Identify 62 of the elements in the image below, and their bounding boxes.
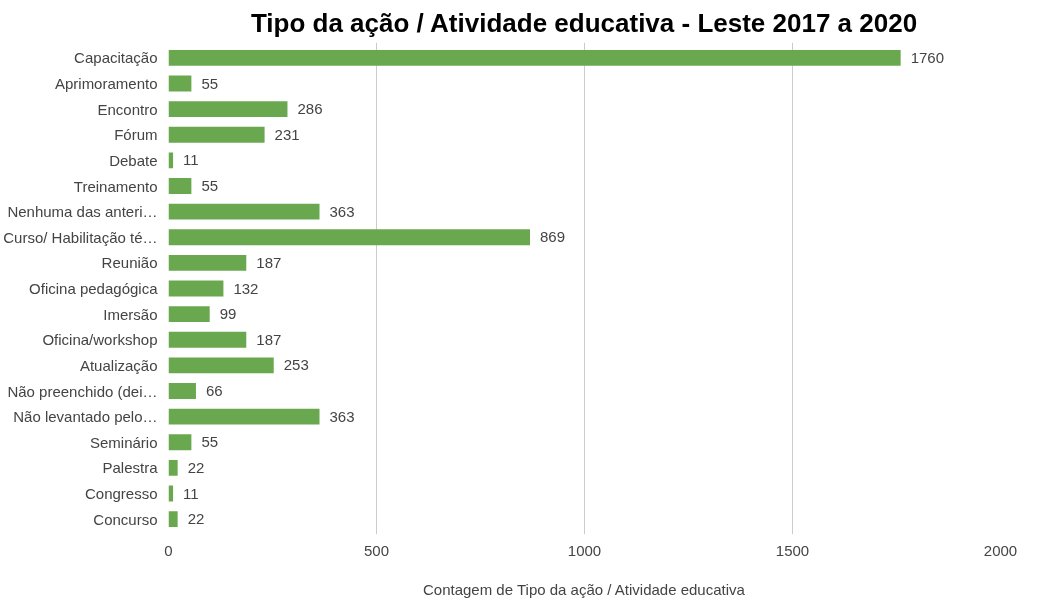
x-axis-title: Contagem de Tipo da ação / Atividade educativa	[423, 580, 746, 598]
y-tick-label: Aprimoramento	[54, 75, 158, 92]
bar	[168, 434, 192, 451]
y-tick-label: Fórum	[114, 126, 158, 144]
bar	[168, 178, 192, 194]
data-label: 1760	[910, 48, 945, 66]
bar	[168, 229, 530, 246]
x-tick-label: 500	[363, 541, 390, 559]
data-label: 22	[187, 458, 205, 476]
bar	[168, 357, 274, 374]
bar	[168, 203, 320, 220]
data-label: 286	[297, 100, 323, 118]
chart-title: Tipo da ação / Atividade educativa - Leste 2017 a 2020	[250, 7, 918, 38]
bar	[168, 306, 210, 323]
bar	[168, 511, 178, 528]
y-tick-label: Seminário	[89, 433, 158, 451]
y-tick-label: Debate	[109, 151, 158, 169]
data-label: 55	[201, 433, 219, 451]
y-tick-label: Treinamento	[73, 177, 158, 195]
y-tick-label: Reunião	[101, 254, 158, 272]
y-tick-label: Concurso	[93, 510, 158, 528]
x-tick-label: 0	[164, 541, 173, 559]
y-tick-label: Palestra	[102, 459, 159, 477]
data-label: 132	[233, 279, 259, 297]
y-tick-label: Não levantado pelo…	[13, 408, 158, 426]
y-tick-label: Oficina/workshop	[42, 331, 158, 349]
bar	[168, 101, 288, 118]
y-tick-label: Não preenchido (dei…	[7, 382, 158, 400]
bar	[168, 75, 192, 92]
data-label: 99	[219, 305, 237, 323]
data-label: 55	[201, 74, 219, 92]
bar	[168, 459, 178, 476]
data-label: 22	[187, 510, 205, 528]
bar	[168, 408, 320, 425]
data-label: 11	[183, 151, 199, 169]
data-label: 363	[329, 202, 355, 220]
bar	[168, 49, 901, 66]
bar	[168, 331, 247, 348]
bar	[168, 280, 224, 297]
data-label: 11	[183, 484, 199, 502]
y-tick-label: Capacitação	[74, 49, 158, 67]
x-tick-label: 1500	[775, 541, 810, 559]
data-label: 187	[256, 330, 282, 348]
data-label: 187	[256, 253, 282, 271]
y-tick-label: Nenhuma das anteri…	[7, 203, 158, 221]
data-label: 55	[201, 177, 219, 194]
x-tick-label: 2000	[983, 541, 1018, 559]
y-tick-label: Atualização	[79, 356, 158, 374]
y-tick-label: Oficina pedagógica	[29, 280, 159, 297]
x-tick-label: 1000	[567, 541, 602, 559]
bar	[168, 254, 247, 271]
y-tick-label: Imersão	[103, 305, 158, 323]
data-label: 231	[274, 125, 300, 143]
bar	[168, 126, 265, 143]
data-label: 363	[329, 407, 355, 425]
data-label: 66	[205, 382, 223, 399]
y-tick-label: Encontro	[97, 100, 158, 118]
bar	[168, 383, 196, 399]
y-tick-label: Curso/ Habilitação té…	[3, 228, 158, 246]
data-label: 253	[283, 356, 309, 374]
data-label: 869	[540, 228, 566, 246]
y-tick-label: Congresso	[84, 485, 158, 502]
